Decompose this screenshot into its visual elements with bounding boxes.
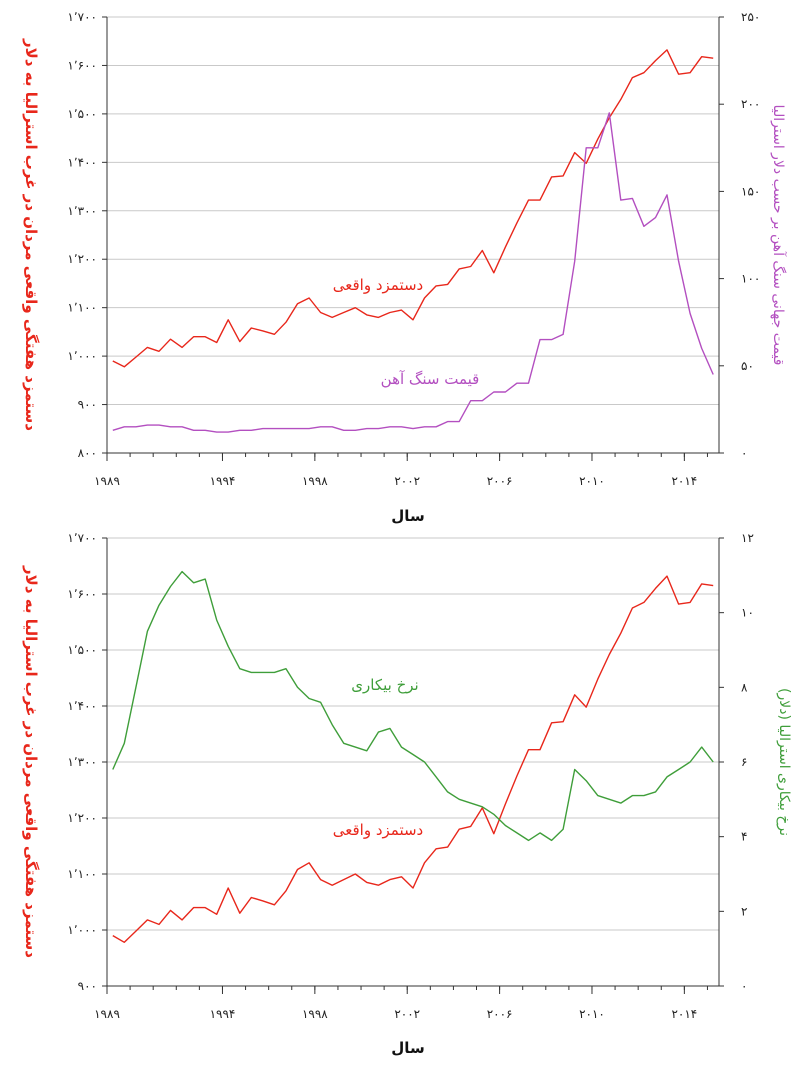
y-right-tick-label: ۱۲ bbox=[741, 531, 754, 545]
y-axis-title-right: قیمت جهانی سنگ آهن بر حسب دلار استرالیا bbox=[770, 105, 787, 366]
y-left-tick-label: ۱٬۱۰۰ bbox=[67, 301, 97, 315]
y-right-tick-label: ۱۰۰ bbox=[741, 272, 760, 286]
series-line-unemployment bbox=[112, 570, 714, 842]
x-tick-label: ۲۰۱۰ bbox=[579, 1007, 605, 1021]
x-axis-title: سال bbox=[391, 1039, 424, 1057]
x-tick-label: ۲۰۰۲ bbox=[394, 474, 420, 488]
y-left-tick-label: ۱٬۵۰۰ bbox=[67, 107, 97, 121]
chart-panel-1: ۸۰۰ ۹۰۰ ۱٬۰۰۰ ۱٬۱۰۰ ۱٬۲۰۰ ۱٬۳۰۰ ۱٬۴۰۰ ۱٬۵۰۰ ۱٬۶۰… bbox=[22, 10, 787, 525]
y-left-tick-label: ۹۰۰ bbox=[78, 398, 97, 412]
series-line-wage bbox=[112, 575, 714, 943]
y-left-tick-label: ۱٬۰۰۰ bbox=[67, 923, 97, 937]
series-line-iron-ore bbox=[112, 112, 714, 433]
y-right-tick-label: ۲ bbox=[741, 904, 747, 918]
x-tick-label: ۱۹۸۹ bbox=[94, 1007, 120, 1021]
y-left-tick-label: ۱٬۴۰۰ bbox=[67, 699, 97, 713]
y-left-tick-label: ۹۰۰ bbox=[78, 979, 97, 993]
x-tick-label: ۲۰۰۶ bbox=[487, 1007, 513, 1021]
x-tick-label: ۱۹۹۸ bbox=[302, 474, 328, 488]
y-right-tick-label: ۲۰۰ bbox=[741, 97, 760, 111]
x-tick-label: ۲۰۱۴ bbox=[671, 474, 697, 488]
y-left-tick-label: ۱٬۲۰۰ bbox=[67, 252, 97, 266]
y-left-tick-label: ۱٬۵۰۰ bbox=[67, 643, 97, 657]
y-axis-title-left: دستمزد هفتگی واقعی مردان در غرب استرالیا… bbox=[22, 565, 40, 958]
series-annotation: نرخ بیکاری bbox=[351, 676, 418, 694]
x-tick-label: ۱۹۹۸ bbox=[302, 1007, 328, 1021]
y-axis-title-right: نرخ بیکاری استرالیا (دلار) bbox=[776, 688, 792, 836]
x-tick-label: ۱۹۸۹ bbox=[94, 474, 120, 488]
y-right-tick-label: ۲۵۰ bbox=[741, 10, 760, 24]
y-right-tick-label: ۰ bbox=[741, 979, 747, 993]
y-right-tick-label: ۸ bbox=[741, 680, 748, 694]
y-right-tick-label: ۱۰ bbox=[741, 606, 754, 620]
y-right-tick-label: ۴ bbox=[741, 830, 747, 844]
y-left-tick-label: ۱٬۷۰۰ bbox=[67, 10, 97, 24]
y-right-tick-label: ۱۵۰ bbox=[741, 184, 760, 198]
x-tick-label: ۲۰۱۰ bbox=[579, 474, 605, 488]
y-right-tick-label: ۵۰ bbox=[741, 359, 754, 373]
y-left-tick-label: ۱٬۶۰۰ bbox=[67, 587, 97, 601]
x-tick-label: ۲۰۰۶ bbox=[487, 474, 513, 488]
y-left-tick-label: ۱٬۷۰۰ bbox=[67, 531, 97, 545]
x-tick-label: ۱۹۹۴ bbox=[210, 1007, 236, 1021]
y-left-tick-label: ۱٬۳۰۰ bbox=[67, 204, 97, 218]
y-left-tick-label: ۱٬۴۰۰ bbox=[67, 155, 97, 169]
series-annotation: دستمزد واقعی bbox=[333, 276, 424, 294]
y-right-tick-label: ۶ bbox=[741, 755, 747, 769]
y-right-tick-label: ۰ bbox=[741, 446, 747, 460]
y-left-tick-label: ۱٬۶۰۰ bbox=[67, 58, 97, 72]
x-tick-label: ۲۰۰۲ bbox=[394, 1007, 420, 1021]
y-left-tick-label: ۱٬۲۰۰ bbox=[67, 811, 97, 825]
y-axis-title-left: دستمزد هفتگی واقعی مردان در غرب استرالیا… bbox=[22, 38, 40, 431]
y-left-tick-label: ۱٬۱۰۰ bbox=[67, 867, 97, 881]
series-annotation: قیمت سنگ آهن bbox=[381, 370, 480, 388]
chart-panel-2: ۹۰۰ ۱٬۰۰۰ ۱٬۱۰۰ ۱٬۲۰۰ ۱٬۳۰۰ ۱٬۴۰۰ ۱٬۵۰۰ ۱٬۶۰۰ ۱٬… bbox=[22, 531, 792, 1057]
y-left-tick-label: ۱٬۰۰۰ bbox=[67, 349, 97, 363]
x-axis-title: سال bbox=[391, 507, 424, 525]
x-tick-label: ۲۰۱۴ bbox=[671, 1007, 697, 1021]
y-left-tick-label: ۸۰۰ bbox=[78, 446, 97, 460]
y-left-tick-label: ۱٬۳۰۰ bbox=[67, 755, 97, 769]
series-annotation: دستمزد واقعی bbox=[333, 821, 424, 839]
x-tick-label: ۱۹۹۴ bbox=[210, 474, 236, 488]
series-line-wage bbox=[112, 49, 714, 368]
